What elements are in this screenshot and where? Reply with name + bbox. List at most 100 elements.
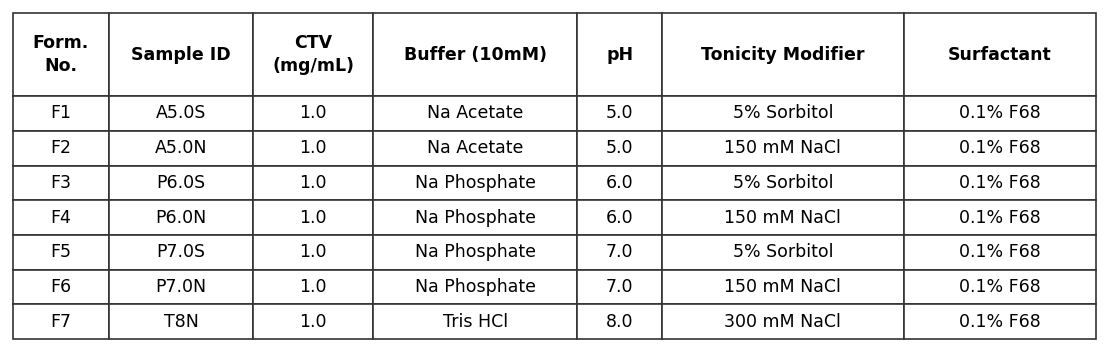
Bar <box>662 131 904 165</box>
Bar <box>253 235 373 270</box>
Bar <box>662 235 904 270</box>
Text: Na Phosphate: Na Phosphate <box>415 278 536 296</box>
Text: Sample ID: Sample ID <box>131 45 231 64</box>
Text: P6.0S: P6.0S <box>156 174 205 192</box>
Text: P7.0N: P7.0N <box>155 278 206 296</box>
Bar <box>109 200 253 235</box>
Text: P7.0S: P7.0S <box>156 243 205 261</box>
Text: 300 mM NaCl: 300 mM NaCl <box>724 313 842 331</box>
Bar <box>373 270 578 304</box>
Text: Na Phosphate: Na Phosphate <box>415 174 536 192</box>
Bar <box>253 165 373 200</box>
Text: Buffer (10mM): Buffer (10mM) <box>404 45 547 64</box>
Text: 6.0: 6.0 <box>606 209 633 227</box>
Text: 5.0: 5.0 <box>606 139 633 157</box>
Text: 0.1% F68: 0.1% F68 <box>959 243 1040 261</box>
Bar <box>578 96 662 131</box>
Bar <box>578 304 662 339</box>
Bar <box>109 165 253 200</box>
Bar <box>373 165 578 200</box>
Bar <box>662 304 904 339</box>
Bar <box>13 304 109 339</box>
Text: 1.0: 1.0 <box>299 278 327 296</box>
Bar <box>373 96 578 131</box>
Text: 0.1% F68: 0.1% F68 <box>959 278 1040 296</box>
Text: 5% Sorbitol: 5% Sorbitol <box>733 105 833 122</box>
Bar <box>578 13 662 96</box>
Text: 1.0: 1.0 <box>299 243 327 261</box>
Bar <box>13 131 109 165</box>
Text: P6.0N: P6.0N <box>155 209 206 227</box>
Bar <box>373 131 578 165</box>
Text: 1.0: 1.0 <box>299 209 327 227</box>
Text: F6: F6 <box>50 278 71 296</box>
Text: A5.0S: A5.0S <box>155 105 206 122</box>
Text: F1: F1 <box>50 105 71 122</box>
Bar <box>662 270 904 304</box>
Bar <box>253 96 373 131</box>
Text: A5.0N: A5.0N <box>155 139 207 157</box>
Bar <box>109 304 253 339</box>
Text: 8.0: 8.0 <box>606 313 633 331</box>
Bar <box>109 235 253 270</box>
Text: 0.1% F68: 0.1% F68 <box>959 139 1040 157</box>
Bar <box>904 13 1096 96</box>
Text: 5% Sorbitol: 5% Sorbitol <box>733 243 833 261</box>
Text: 1.0: 1.0 <box>299 139 327 157</box>
Bar <box>662 96 904 131</box>
Text: 0.1% F68: 0.1% F68 <box>959 174 1040 192</box>
Text: F2: F2 <box>50 139 71 157</box>
Bar <box>373 235 578 270</box>
Bar <box>578 165 662 200</box>
Bar <box>904 304 1096 339</box>
Text: 0.1% F68: 0.1% F68 <box>959 313 1040 331</box>
Bar <box>253 304 373 339</box>
Bar <box>662 165 904 200</box>
Text: 5.0: 5.0 <box>606 105 633 122</box>
Text: 7.0: 7.0 <box>606 278 633 296</box>
Text: Form.
No.: Form. No. <box>33 34 89 75</box>
Text: T8N: T8N <box>163 313 199 331</box>
Text: 150 mM NaCl: 150 mM NaCl <box>724 278 842 296</box>
Text: 1.0: 1.0 <box>299 174 327 192</box>
Bar <box>13 270 109 304</box>
Bar <box>253 270 373 304</box>
Text: 150 mM NaCl: 150 mM NaCl <box>724 139 842 157</box>
Bar <box>253 13 373 96</box>
Text: Na Acetate: Na Acetate <box>427 139 523 157</box>
Bar <box>253 131 373 165</box>
Text: F4: F4 <box>50 209 71 227</box>
Text: Na Phosphate: Na Phosphate <box>415 209 536 227</box>
Text: 6.0: 6.0 <box>606 174 633 192</box>
Bar <box>13 235 109 270</box>
Bar <box>373 304 578 339</box>
Text: Tonicity Modifier: Tonicity Modifier <box>701 45 865 64</box>
Bar <box>578 270 662 304</box>
Text: F3: F3 <box>50 174 71 192</box>
Bar <box>13 96 109 131</box>
Text: 150 mM NaCl: 150 mM NaCl <box>724 209 842 227</box>
Bar <box>904 165 1096 200</box>
Bar <box>109 270 253 304</box>
Bar <box>904 235 1096 270</box>
Text: 7.0: 7.0 <box>606 243 633 261</box>
Bar <box>109 96 253 131</box>
Bar <box>662 13 904 96</box>
Bar <box>13 13 109 96</box>
Text: Tris HCl: Tris HCl <box>442 313 508 331</box>
Bar <box>109 13 253 96</box>
Text: F7: F7 <box>50 313 71 331</box>
Bar <box>373 13 578 96</box>
Bar <box>904 96 1096 131</box>
Bar <box>578 235 662 270</box>
Bar <box>578 200 662 235</box>
Text: 1.0: 1.0 <box>299 313 327 331</box>
Text: Na Acetate: Na Acetate <box>427 105 523 122</box>
Bar <box>253 200 373 235</box>
Bar <box>904 270 1096 304</box>
Bar <box>13 165 109 200</box>
Bar <box>904 200 1096 235</box>
Text: Na Phosphate: Na Phosphate <box>415 243 536 261</box>
Bar <box>904 131 1096 165</box>
Text: 1.0: 1.0 <box>299 105 327 122</box>
